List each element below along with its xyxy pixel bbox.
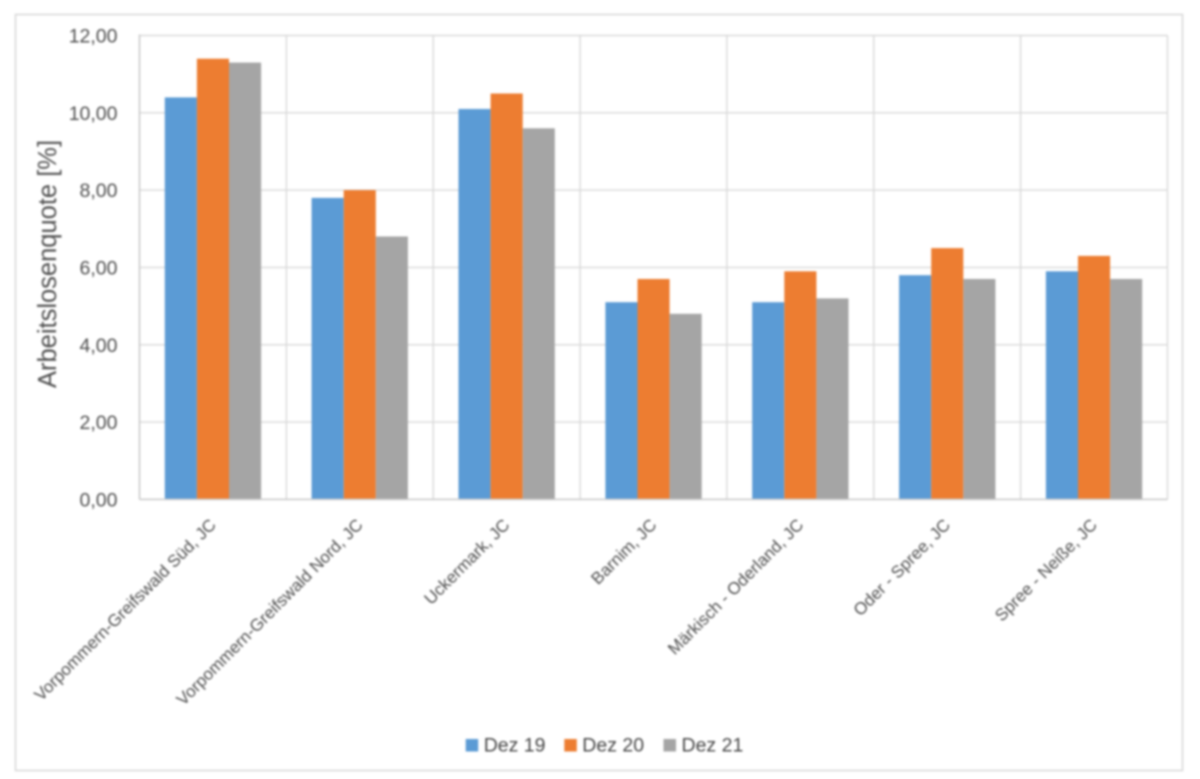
svg-text:Dez 20: Dez 20 bbox=[582, 735, 644, 757]
svg-text:8,00: 8,00 bbox=[80, 180, 118, 202]
svg-text:0,00: 0,00 bbox=[80, 489, 118, 511]
svg-text:4,00: 4,00 bbox=[80, 335, 118, 357]
svg-text:12,00: 12,00 bbox=[69, 26, 118, 48]
svg-text:10,00: 10,00 bbox=[69, 103, 118, 125]
svg-text:Dez 21: Dez 21 bbox=[682, 735, 744, 757]
svg-text:2,00: 2,00 bbox=[80, 412, 118, 434]
svg-text:6,00: 6,00 bbox=[80, 257, 118, 279]
svg-text:Arbeitslosenquote [%]: Arbeitslosenquote [%] bbox=[34, 140, 62, 388]
svg-text:Dez 19: Dez 19 bbox=[484, 735, 546, 757]
